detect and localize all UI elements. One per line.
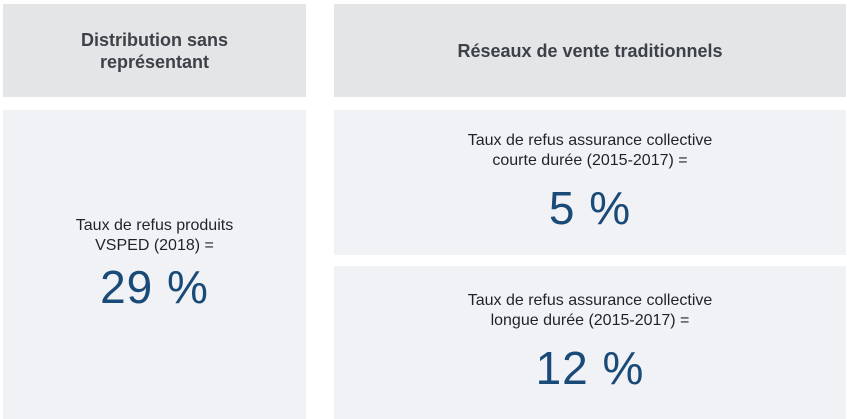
vsped-refusal-rate: 29 % <box>100 260 209 313</box>
traditional-networks-title: Réseaux de vente traditionnels <box>457 40 723 61</box>
long-term-caption-line-2: longue durée (2015-2017) = <box>490 311 690 329</box>
long-term-caption-line-1: Taux de refus assurance collective <box>467 291 713 309</box>
long-term-refusal-rate: 12 % <box>535 341 645 394</box>
short-term-refusal-panel: Taux de refus assurance collective court… <box>334 110 846 255</box>
vsped-refusal-panel: Taux de refus produits VSPED (2018) = 29… <box>3 110 306 419</box>
distribution-header: Distribution sans représentant <box>3 4 306 97</box>
traditional-networks-header: Réseaux de vente traditionnels <box>334 4 846 97</box>
long-term-refusal-panel: Taux de refus assurance collective longu… <box>334 266 846 419</box>
short-term-caption-line-2: courte durée (2015-2017) = <box>492 151 688 169</box>
distribution-header-line-1: Distribution sans <box>80 29 228 50</box>
distribution-header-line-2: représentant <box>99 51 210 72</box>
short-term-caption-line-1: Taux de refus assurance collective <box>467 131 713 149</box>
vsped-caption-line-1: Taux de refus produits <box>75 216 234 234</box>
vsped-caption-line-2: VSPED (2018) = <box>95 236 214 254</box>
short-term-refusal-rate: 5 % <box>548 181 632 234</box>
